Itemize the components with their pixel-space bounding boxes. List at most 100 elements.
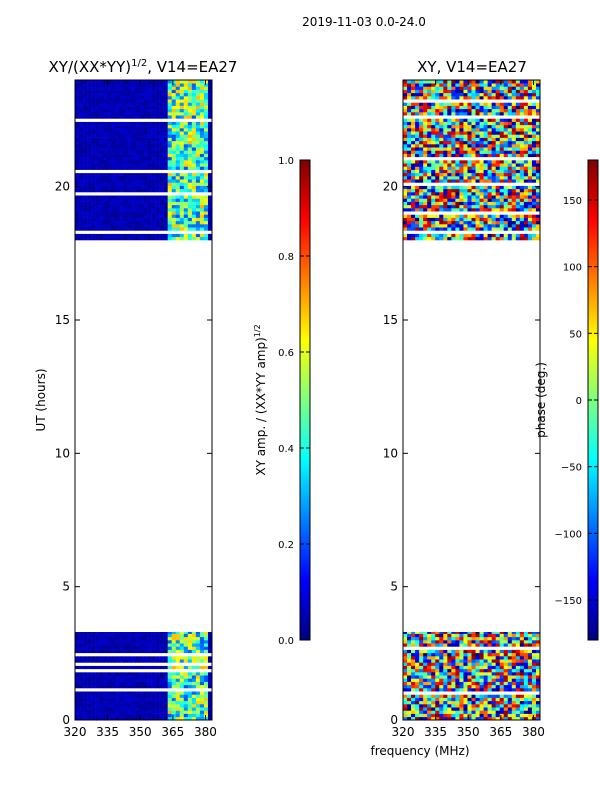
heatmap-cell (411, 112, 416, 116)
heatmap-cell (147, 632, 152, 634)
heatmap-cell (527, 678, 533, 682)
heatmap-cell (87, 192, 92, 196)
heatmap-cell (179, 201, 185, 206)
heatmap-cell (155, 700, 160, 705)
heatmap-cell (475, 176, 480, 180)
heatmap-cell (163, 150, 168, 154)
heatmap-cell (87, 649, 92, 654)
heatmap-cell (183, 632, 189, 634)
heatmap-cell (183, 102, 189, 106)
heatmap-cell (83, 633, 88, 638)
heatmap-cell (415, 233, 420, 238)
heatmap-cell (99, 220, 104, 225)
heatmap-cell (507, 185, 513, 190)
heatmap-cell (195, 646, 201, 650)
heatmap-cell (207, 678, 213, 682)
heatmap-cell (187, 124, 193, 129)
heatmap-cell (159, 710, 164, 714)
heatmap-cell (127, 236, 132, 241)
heatmap-cell (467, 646, 472, 650)
heatmap-cell (135, 92, 140, 97)
heatmap-cell (159, 204, 164, 209)
heatmap-cell (415, 684, 420, 689)
heatmap-cell (483, 675, 488, 679)
heatmap-cell (407, 633, 412, 638)
heatmap-cell (139, 198, 144, 202)
heatmap-cell (135, 201, 140, 206)
heatmap-cell (431, 115, 436, 119)
heatmap-cell (511, 665, 517, 670)
heatmap-cell (151, 144, 156, 148)
heatmap-cell (439, 128, 444, 132)
heatmap-cell (511, 147, 517, 151)
heatmap-cell (455, 179, 460, 183)
heatmap-cell (115, 640, 120, 644)
heatmap-cell (191, 172, 197, 177)
heatmap-cell (427, 198, 432, 202)
heatmap-cell (483, 643, 488, 647)
heatmap-cell (535, 659, 541, 663)
x-tick-label: 320 (64, 725, 87, 739)
heatmap-cell (147, 147, 152, 151)
heatmap-cell (123, 700, 128, 705)
heatmap-cell (183, 662, 189, 666)
heatmap-cell (471, 169, 476, 174)
heatmap-cell (83, 694, 88, 698)
heatmap-cell (447, 179, 452, 183)
heatmap-cell (467, 652, 472, 657)
heatmap-cell (471, 697, 476, 702)
heatmap-cell (511, 211, 517, 215)
heatmap-cell (95, 675, 100, 679)
heatmap-cell (119, 124, 124, 129)
heatmap-cell (195, 716, 201, 721)
heatmap-cell (527, 153, 533, 158)
heatmap-cell (135, 160, 140, 164)
heatmap-cell (147, 102, 152, 106)
heatmap-cell (179, 214, 185, 218)
heatmap-cell (455, 691, 460, 695)
heatmap-cell (163, 710, 168, 714)
heatmap-cell (527, 672, 533, 676)
heatmap-cell (135, 188, 140, 193)
heatmap-cell (143, 124, 148, 129)
heatmap-cell (531, 656, 537, 660)
heatmap-cell (415, 691, 420, 695)
heatmap-cell (515, 713, 521, 718)
heatmap-cell (87, 105, 92, 110)
heatmap-cell (199, 112, 205, 116)
heatmap-cell (115, 214, 120, 218)
heatmap-cell (191, 140, 197, 145)
heatmap-cell (111, 89, 116, 94)
heatmap-cell (115, 652, 120, 657)
heatmap-cell (407, 649, 412, 654)
heatmap-cell (407, 150, 412, 154)
heatmap-cell (95, 188, 100, 193)
heatmap-cell (103, 160, 108, 164)
heatmap-cell (143, 691, 148, 695)
heatmap-cell (203, 697, 209, 702)
heatmap-cell (499, 195, 505, 199)
heatmap-cell (127, 643, 132, 647)
heatmap-cell (531, 233, 537, 238)
heatmap-cell (135, 713, 140, 718)
heatmap-cell (511, 710, 517, 714)
heatmap-cell (119, 691, 124, 695)
heatmap-cell (167, 220, 173, 225)
heatmap-cell (479, 668, 484, 673)
heatmap-cell (95, 217, 100, 222)
heatmap-cell (459, 192, 464, 196)
heatmap-cell (423, 188, 428, 193)
heatmap-cell (443, 224, 448, 228)
heatmap-cell (183, 89, 189, 94)
heatmap-cell (527, 217, 533, 222)
heatmap-cell (427, 640, 432, 644)
heatmap-cell (475, 220, 480, 225)
heatmap-cell (203, 192, 209, 196)
heatmap-cell (115, 649, 120, 654)
heatmap-cell (171, 112, 177, 116)
heatmap-cell (519, 636, 525, 641)
heatmap-cell (131, 640, 136, 644)
heatmap-cell (95, 108, 100, 113)
heatmap-cell (163, 176, 168, 180)
heatmap-cell (443, 716, 448, 721)
